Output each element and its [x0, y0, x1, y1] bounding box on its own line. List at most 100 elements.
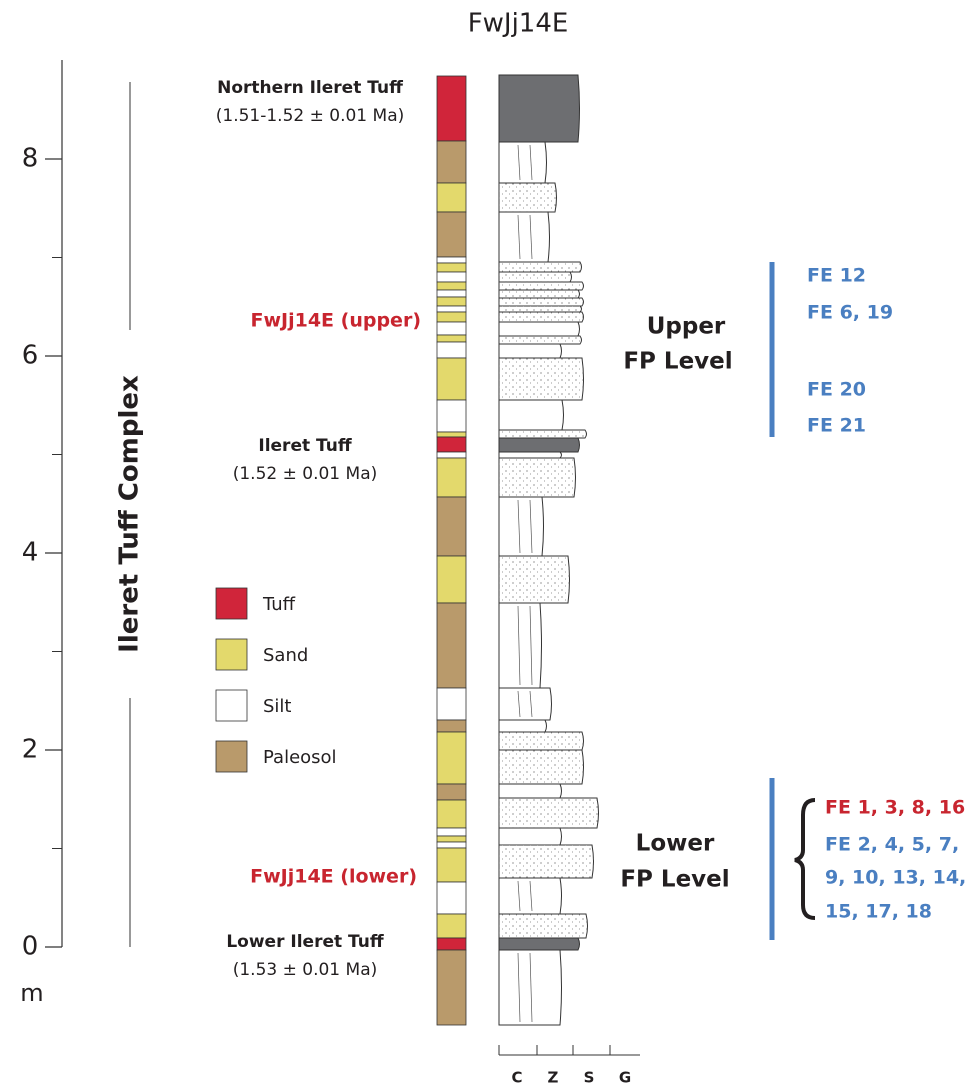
grain-label: G	[619, 1069, 631, 1087]
bed	[498, 321, 580, 337]
layer	[436, 841, 467, 849]
legend-swatch	[215, 689, 248, 722]
site-label: FwJj14E (upper)	[251, 310, 422, 332]
bed-stipple	[499, 312, 584, 322]
layer	[436, 357, 467, 401]
bed-stipple	[499, 306, 582, 312]
grain-label: Z	[548, 1069, 559, 1087]
layer	[436, 602, 467, 689]
bed-stipple	[499, 358, 584, 400]
bed	[498, 211, 550, 263]
feature-label: FE 20	[807, 379, 866, 401]
layer	[436, 271, 467, 283]
bed	[498, 141, 547, 184]
layer	[436, 451, 467, 459]
feature-label: 9, 10, 13, 14,	[825, 867, 966, 889]
bed-stipple	[499, 282, 584, 290]
bed-stipple	[499, 798, 599, 828]
level-label: FP Level	[620, 867, 729, 893]
bed-stipple	[499, 430, 587, 438]
tick-label: 0	[22, 932, 39, 962]
bed-stipple	[499, 750, 584, 784]
feature-label: FE 1, 3, 8, 16	[825, 797, 965, 819]
feature-label: 15, 17, 18	[825, 901, 932, 923]
layer	[436, 321, 467, 336]
tick-label: 4	[22, 538, 39, 568]
feature-label: FE 2, 4, 5, 7,	[825, 834, 959, 856]
legend-label: Tuff	[262, 594, 296, 615]
bed	[498, 827, 562, 846]
bed-stipple	[499, 262, 582, 272]
tick-label: 2	[22, 735, 39, 765]
site-label: FwJj14E (lower)	[250, 866, 417, 888]
layer	[436, 256, 467, 264]
legend-swatch	[215, 587, 248, 620]
bed	[498, 937, 580, 951]
root-trace	[529, 499, 533, 554]
layer	[436, 289, 467, 298]
lithology	[498, 74, 599, 1026]
layer	[436, 496, 467, 557]
grain-label: S	[584, 1069, 595, 1087]
root-trace	[517, 880, 521, 912]
bed	[498, 496, 544, 557]
bed	[498, 451, 562, 459]
bed-stipple	[499, 183, 557, 212]
layer	[436, 731, 467, 785]
layer	[436, 913, 467, 939]
layer	[436, 281, 467, 291]
layer	[436, 140, 467, 184]
root-trace	[529, 952, 533, 1023]
root-trace	[529, 605, 533, 686]
layer	[436, 847, 467, 883]
bed	[498, 687, 552, 721]
complex-label: Ileret Tuff Complex	[115, 375, 145, 653]
tuff-age: (1.52 ± 0.01 Ma)	[233, 464, 378, 484]
layer	[436, 555, 467, 604]
layer	[436, 687, 467, 721]
layer	[436, 211, 467, 258]
axis-unit: m	[20, 979, 43, 1007]
title: FwJj14E	[468, 9, 569, 39]
layer	[436, 457, 467, 498]
bed-stipple	[499, 272, 572, 282]
layer	[436, 341, 467, 359]
layer	[436, 436, 467, 453]
tuff-name: Ileret Tuff	[258, 436, 351, 456]
bed	[498, 437, 580, 453]
layer	[436, 311, 467, 323]
layer	[436, 334, 467, 343]
root-trace	[517, 499, 521, 554]
bed-stipple	[499, 556, 570, 603]
tick-label: 6	[22, 341, 39, 371]
layer	[436, 949, 467, 1026]
bed	[498, 602, 542, 689]
legend-label: Sand	[263, 645, 308, 666]
root-trace	[529, 144, 533, 181]
root-trace	[529, 880, 533, 912]
layer	[436, 262, 467, 273]
layer	[436, 835, 467, 843]
level-label: Lower	[636, 831, 715, 857]
bed-stipple	[499, 336, 582, 344]
level-label: FP Level	[623, 349, 732, 375]
bed-stipple	[499, 458, 576, 497]
root-trace	[517, 214, 521, 260]
layer	[436, 937, 467, 951]
layer	[436, 719, 467, 733]
legend-label: Silt	[263, 696, 292, 717]
layer	[436, 296, 467, 307]
bed-stipple	[499, 298, 584, 306]
tuff-age: (1.53 ± 0.01 Ma)	[233, 960, 378, 980]
root-trace	[517, 690, 521, 718]
bed-stipple	[499, 914, 588, 938]
legend-swatch	[215, 740, 248, 773]
layer	[436, 182, 467, 213]
bed	[498, 949, 562, 1026]
root-trace	[529, 690, 533, 718]
root-trace	[517, 952, 521, 1023]
tuff-age: (1.51-1.52 ± 0.01 Ma)	[216, 106, 405, 126]
layer	[436, 827, 467, 837]
layer	[436, 75, 467, 142]
